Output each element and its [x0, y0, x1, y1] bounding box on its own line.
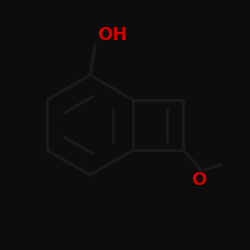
Text: O: O	[191, 171, 206, 189]
Text: OH: OH	[98, 26, 128, 44]
